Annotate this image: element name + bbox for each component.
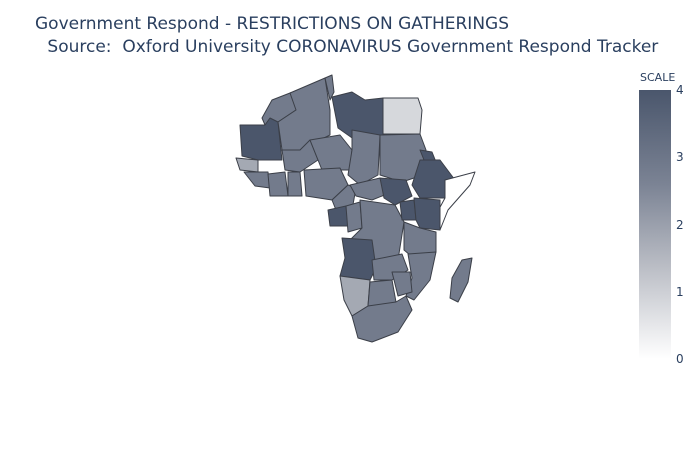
country-niger[interactable] — [309, 134, 353, 171]
country-south-africa[interactable] — [351, 295, 413, 343]
country-uganda[interactable] — [399, 199, 417, 221]
country-somalia[interactable] — [431, 171, 476, 231]
country-ghana[interactable] — [287, 171, 303, 197]
colorbar-tick-3: 3 — [676, 150, 684, 164]
country-kenya[interactable] — [413, 197, 441, 231]
title-line-1: Government Respond - RESTRICTIONS ON GAT… — [35, 14, 509, 34]
country-senegal[interactable] — [235, 157, 259, 173]
country-guinea[interactable] — [243, 171, 271, 189]
country-tunisia[interactable] — [324, 74, 335, 101]
country-chad[interactable] — [347, 129, 381, 186]
country-angola[interactable] — [339, 237, 377, 281]
country-congo[interactable] — [345, 201, 363, 233]
country-gabon[interactable] — [327, 205, 349, 227]
title-line-2: Source: Oxford University CORONAVIRUS Go… — [42, 37, 659, 57]
colorbar-gradient — [639, 90, 671, 359]
country-madagascar[interactable] — [449, 257, 473, 303]
colorbar-tick-4: 4 — [676, 83, 684, 97]
country-cote-divoire[interactable] — [267, 171, 289, 197]
colorbar-tick-2: 2 — [676, 218, 684, 232]
country-egypt[interactable] — [382, 97, 423, 135]
country-mauritania[interactable] — [239, 117, 283, 161]
country-mozambique[interactable] — [405, 251, 437, 301]
colorbar-tick-0: 0 — [676, 352, 684, 366]
country-south-sudan[interactable] — [379, 177, 413, 206]
colorbar-title: SCALE — [640, 71, 676, 84]
colorbar-tick-1: 1 — [676, 285, 684, 299]
country-zimbabwe[interactable] — [391, 271, 413, 297]
